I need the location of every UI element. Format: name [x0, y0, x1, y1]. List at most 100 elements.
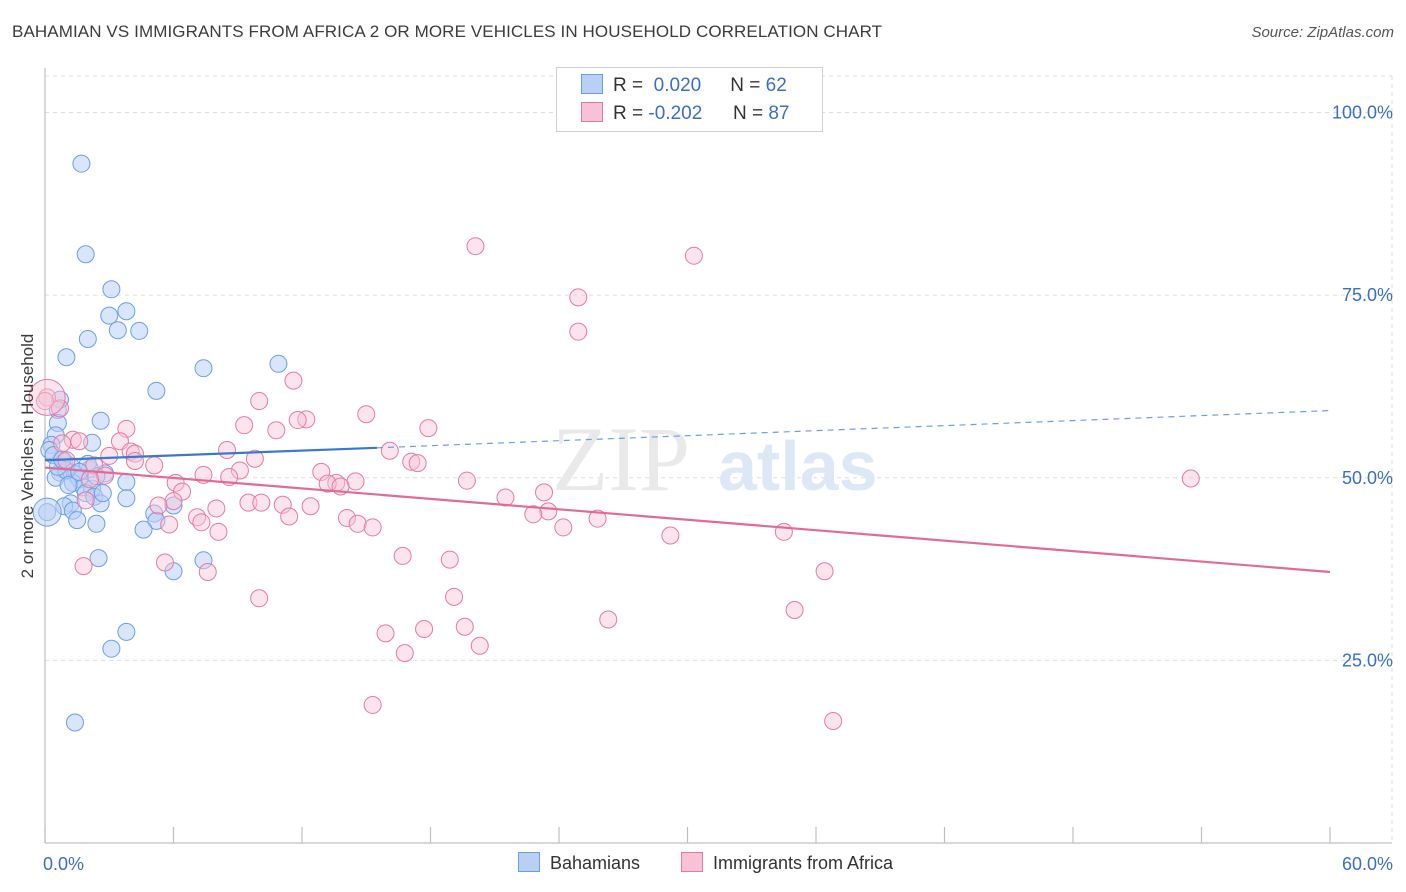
legend-n-label: N =	[730, 75, 761, 96]
point-africa	[774, 522, 793, 541]
chart-title: BAHAMIAN VS IMMIGRANTS FROM AFRICA 2 OR …	[12, 22, 883, 41]
point-africa	[363, 695, 382, 714]
point-africa	[198, 562, 217, 581]
point-africa	[815, 562, 834, 581]
point-africa	[684, 246, 703, 265]
point-bahamians	[32, 497, 62, 527]
point-africa	[280, 507, 299, 526]
watermark: ZIP atlas	[552, 408, 878, 510]
point-africa	[455, 617, 474, 636]
point-africa	[337, 508, 356, 527]
point-africa	[149, 496, 168, 515]
point-africa	[470, 636, 489, 655]
point-africa	[76, 491, 95, 510]
point-africa	[252, 493, 271, 512]
point-africa	[380, 441, 399, 460]
point-bahamians	[76, 245, 95, 264]
point-bahamians	[83, 433, 102, 452]
point-africa	[419, 419, 438, 438]
legend-r-value: 0.020	[653, 75, 702, 96]
point-africa	[348, 514, 367, 533]
point-africa	[599, 610, 618, 629]
point-bahamians	[102, 639, 121, 658]
legend-label-africa: Immigrants from Africa	[713, 853, 894, 873]
y-tick-label: 25.0%	[1342, 650, 1393, 670]
point-bahamians	[57, 348, 76, 367]
point-bahamians	[91, 411, 110, 430]
legend-r-value: -0.202	[648, 103, 703, 124]
point-africa	[164, 492, 183, 511]
point-africa	[100, 446, 119, 465]
point-bahamians	[117, 622, 136, 641]
legend-swatch-pink	[581, 102, 603, 122]
point-bahamians	[87, 514, 106, 533]
y-tick-label: 50.0%	[1342, 468, 1393, 488]
point-africa	[284, 371, 303, 390]
point-africa	[209, 522, 228, 541]
point-africa	[346, 472, 365, 491]
point-africa	[145, 456, 164, 475]
point-africa	[125, 451, 144, 470]
point-bahamians	[102, 280, 121, 299]
point-africa	[218, 441, 237, 460]
point-africa	[301, 497, 320, 516]
point-africa	[357, 405, 376, 424]
chart-source: Source: ZipAtlas.com	[1251, 24, 1394, 41]
point-africa	[569, 288, 588, 307]
point-bahamians	[78, 329, 97, 348]
point-africa	[28, 378, 66, 416]
point-africa	[1181, 469, 1200, 488]
point-africa	[393, 546, 412, 565]
point-africa	[569, 322, 588, 341]
point-africa	[160, 515, 179, 534]
point-bahamians	[164, 496, 183, 515]
point-africa	[288, 411, 307, 430]
trend-line-africa	[44, 466, 1331, 574]
point-africa	[63, 430, 82, 449]
point-bahamians	[100, 306, 119, 325]
point-bahamians	[134, 520, 153, 539]
point-bahamians	[147, 381, 166, 400]
point-bahamians	[108, 321, 127, 340]
legend-r-label: R =	[613, 75, 644, 96]
point-africa	[80, 470, 99, 489]
point-africa	[53, 434, 72, 453]
trend-line-bahamians	[44, 446, 377, 462]
point-africa	[466, 237, 485, 256]
point-africa	[250, 392, 269, 411]
point-bahamians	[130, 321, 149, 340]
point-africa	[36, 392, 54, 411]
watermark-atlas: atlas	[718, 427, 878, 505]
legend-row-africa: R = -0.202 N = 87	[581, 102, 789, 125]
point-africa	[415, 619, 434, 638]
point-africa	[192, 513, 211, 532]
point-africa	[457, 471, 476, 490]
point-africa	[408, 454, 427, 473]
point-africa	[235, 416, 254, 435]
point-africa	[402, 452, 421, 471]
trend-lines	[44, 409, 1331, 574]
point-bahamians	[194, 551, 213, 570]
point-bahamians	[93, 484, 112, 503]
point-africa	[273, 495, 292, 514]
correlation-legend: R = 0.020 N = 62 R = -0.202 N = 87	[556, 67, 823, 132]
point-bahamians	[194, 359, 213, 378]
point-africa	[524, 505, 543, 524]
point-africa	[661, 526, 680, 545]
point-africa	[363, 518, 382, 537]
point-africa	[395, 644, 414, 663]
watermark-zip: ZIP	[552, 408, 690, 510]
legend-n-value: 62	[765, 75, 787, 96]
point-africa	[207, 499, 226, 518]
point-bahamians	[68, 511, 87, 530]
point-africa	[74, 557, 93, 576]
point-africa	[95, 466, 114, 485]
point-bahamians	[72, 154, 91, 173]
bottom-legend-bahamians: Bahamians	[518, 852, 640, 874]
point-africa	[230, 461, 249, 480]
point-africa	[445, 587, 464, 606]
trend-line-bahamians-extension	[376, 409, 1331, 449]
point-africa	[312, 462, 331, 481]
point-africa	[245, 449, 264, 468]
point-africa	[785, 600, 804, 619]
